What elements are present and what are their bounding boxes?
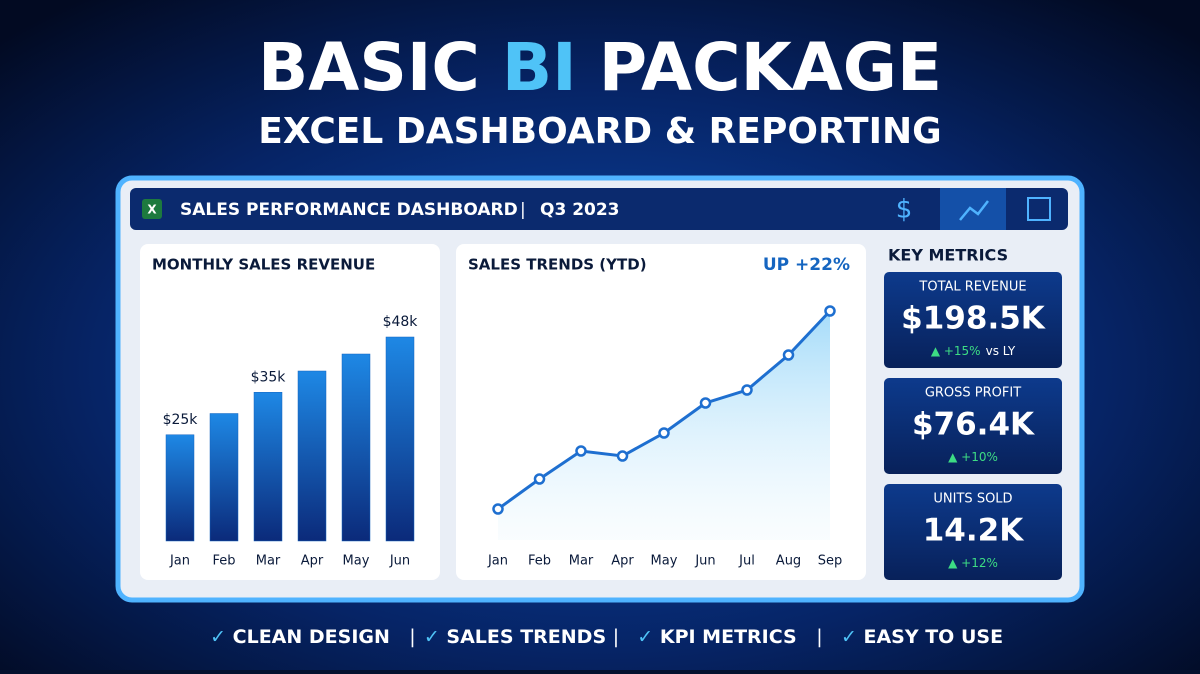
metric-label: UNITS SOLD [933,492,1012,507]
footer: ✓ CLEAN DESIGN ✓ SALES TRENDS| ✓ KPI METRI… [210,626,1003,648]
feature: ✓ EASY TO USE [841,626,1003,648]
metric-value: $198.5K [901,301,1046,337]
feature: ✓ CLEAN DESIGN [210,626,390,648]
bar [341,353,371,542]
metric-card [884,378,1062,474]
x-tick-label: Sep [818,554,843,569]
x-tick-label: May [343,554,370,569]
point [616,450,629,462]
title-part: BI [502,29,577,106]
dollar-icon[interactable]: $ [896,195,913,225]
x-tick-label: Jan [169,554,190,569]
point [658,427,670,439]
feature-text: KPI METRICS [660,626,797,648]
separator: | [816,626,822,648]
main-title: BASIC BI PACKAGE [258,29,942,106]
check-icon: ✓ [841,626,864,648]
point [492,503,504,515]
point [741,384,753,396]
change-value: +10% [961,450,998,464]
x-tick-label: Jan [487,554,508,569]
metric-change: ▲ +10% [948,450,998,464]
title-part: BASIC [258,29,480,106]
point [575,445,587,457]
data-label: $25k [163,412,199,428]
subtitle: EXCEL DASHBOARD & REPORTING [258,111,941,152]
metric-value: 14.2K [923,513,1024,549]
metric-value: $76.4K [912,407,1035,443]
feature-text: CLEAN DESIGN [233,626,390,648]
excel-icon-letter: X [147,203,157,217]
x-tick-label: Mar [256,554,281,569]
separator: | [520,200,526,220]
change-value: +15% [944,344,981,358]
bar [165,434,195,542]
period: Q3 2023 [540,200,620,220]
x-tick-label: Apr [611,554,634,569]
metric-cards: TOTAL REVENUE $198.5K ▲ +15% vs LY GROSS PRO… [884,272,1062,580]
arrow-icon: ▲ [948,556,961,570]
point [699,397,712,409]
dashboard-title: SALES PERFORMANCE DASHBOARD [180,200,518,220]
change-note: vs LY [986,344,1016,358]
metric-label: TOTAL REVENUE [918,280,1026,295]
x-tick-label: Aug [776,554,801,569]
feature-text: EASY TO USE [863,626,1003,648]
point [782,349,795,361]
bar [385,336,415,542]
check-icon: ✓ [424,626,447,648]
metric-change: ▲ +15% vs LY [931,344,1016,358]
change-value: +12% [961,556,998,570]
x-tick-label: Mar [569,554,594,569]
chart-annotation: UP +22% [763,255,850,275]
x-tick-label: May [651,554,678,569]
x-tick-label: Jul [738,554,755,569]
bar [209,413,239,542]
charts: Jan $25k Feb Mar $35k Apr May Jun $48k Jan Feb Mar A… [163,305,843,569]
feature: ✓ SALES TRENDS [424,626,606,648]
arrow-icon: ▲ [931,344,944,358]
point [824,305,836,317]
metric-label: GROSS PROFIT [925,386,1021,401]
box-icon[interactable] [1027,197,1051,221]
title-part: PACKAGE [599,29,942,106]
data-label: $35k [251,369,287,385]
point [533,473,546,485]
x-tick-label: Jun [389,554,410,569]
feature: ✓ KPI METRICS [637,626,796,648]
x-tick-label: Feb [212,554,235,569]
metrics-title: KEY METRICS [888,246,1008,265]
metric-card [884,272,1062,368]
x-tick-label: Apr [301,554,324,569]
excel-icon [142,199,162,219]
bar [297,370,327,542]
x-tick-label: Feb [528,554,551,569]
area [498,311,830,540]
trend-icon [959,200,989,221]
check-icon: ✓ [637,626,660,648]
feature-text: SALES TRENDS [446,626,606,648]
separator: | [613,626,619,648]
separator: | [409,626,415,648]
check-icon: ✓ [210,626,233,648]
dashboard-header [130,188,1068,230]
metric-change: ▲ +12% [948,556,998,570]
chart-title: SALES TRENDS (YTD) [468,256,647,274]
arrow-icon: ▲ [948,450,961,464]
metric-card [884,484,1062,580]
bar [253,392,283,542]
chart-title: MONTHLY SALES REVENUE [152,256,375,274]
x-tick-label: Jun [694,554,715,569]
data-label: $48k [383,314,419,330]
